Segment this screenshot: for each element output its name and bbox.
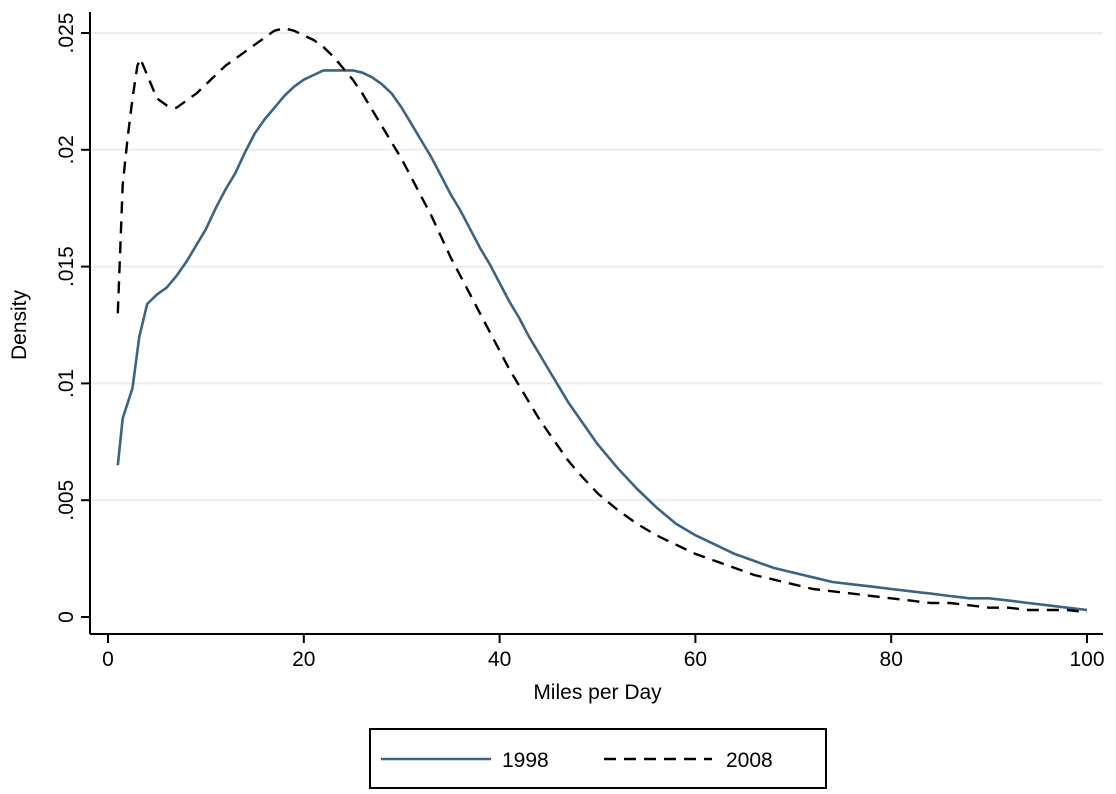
legend-label-1998: 1998: [502, 749, 549, 772]
legend: 1998 2008: [369, 728, 827, 789]
y-tick-label-0: 0: [55, 611, 78, 623]
y-tick-label-5: .025: [55, 13, 78, 54]
series-line-2008: [116, 27, 1088, 614]
series-line-1998: [116, 69, 1088, 612]
gridlines: [92, 32, 1103, 502]
y-tick-label-4: .02: [55, 135, 78, 164]
series-lines: [116, 27, 1088, 614]
y-axis-title: Density: [8, 289, 31, 360]
x-tick-label-3: 60: [684, 648, 707, 671]
x-tick-label-1: 20: [292, 648, 315, 671]
x-axis-title: Miles per Day: [533, 681, 662, 704]
x-tick-label-5: 100: [1069, 648, 1104, 671]
y-tick-label-1: .005: [55, 480, 78, 521]
axes: 0 .005 .01 .015 .02 .025 0 20 40 60 80 100: [55, 12, 1105, 671]
x-tick-label-0: 0: [102, 648, 114, 671]
y-tick-label-3: .015: [55, 246, 78, 287]
x-tick-label-2: 40: [488, 648, 511, 671]
y-tick-label-2: .01: [55, 369, 78, 398]
legend-label-2008: 2008: [726, 749, 773, 772]
x-tick-label-4: 80: [880, 648, 903, 671]
